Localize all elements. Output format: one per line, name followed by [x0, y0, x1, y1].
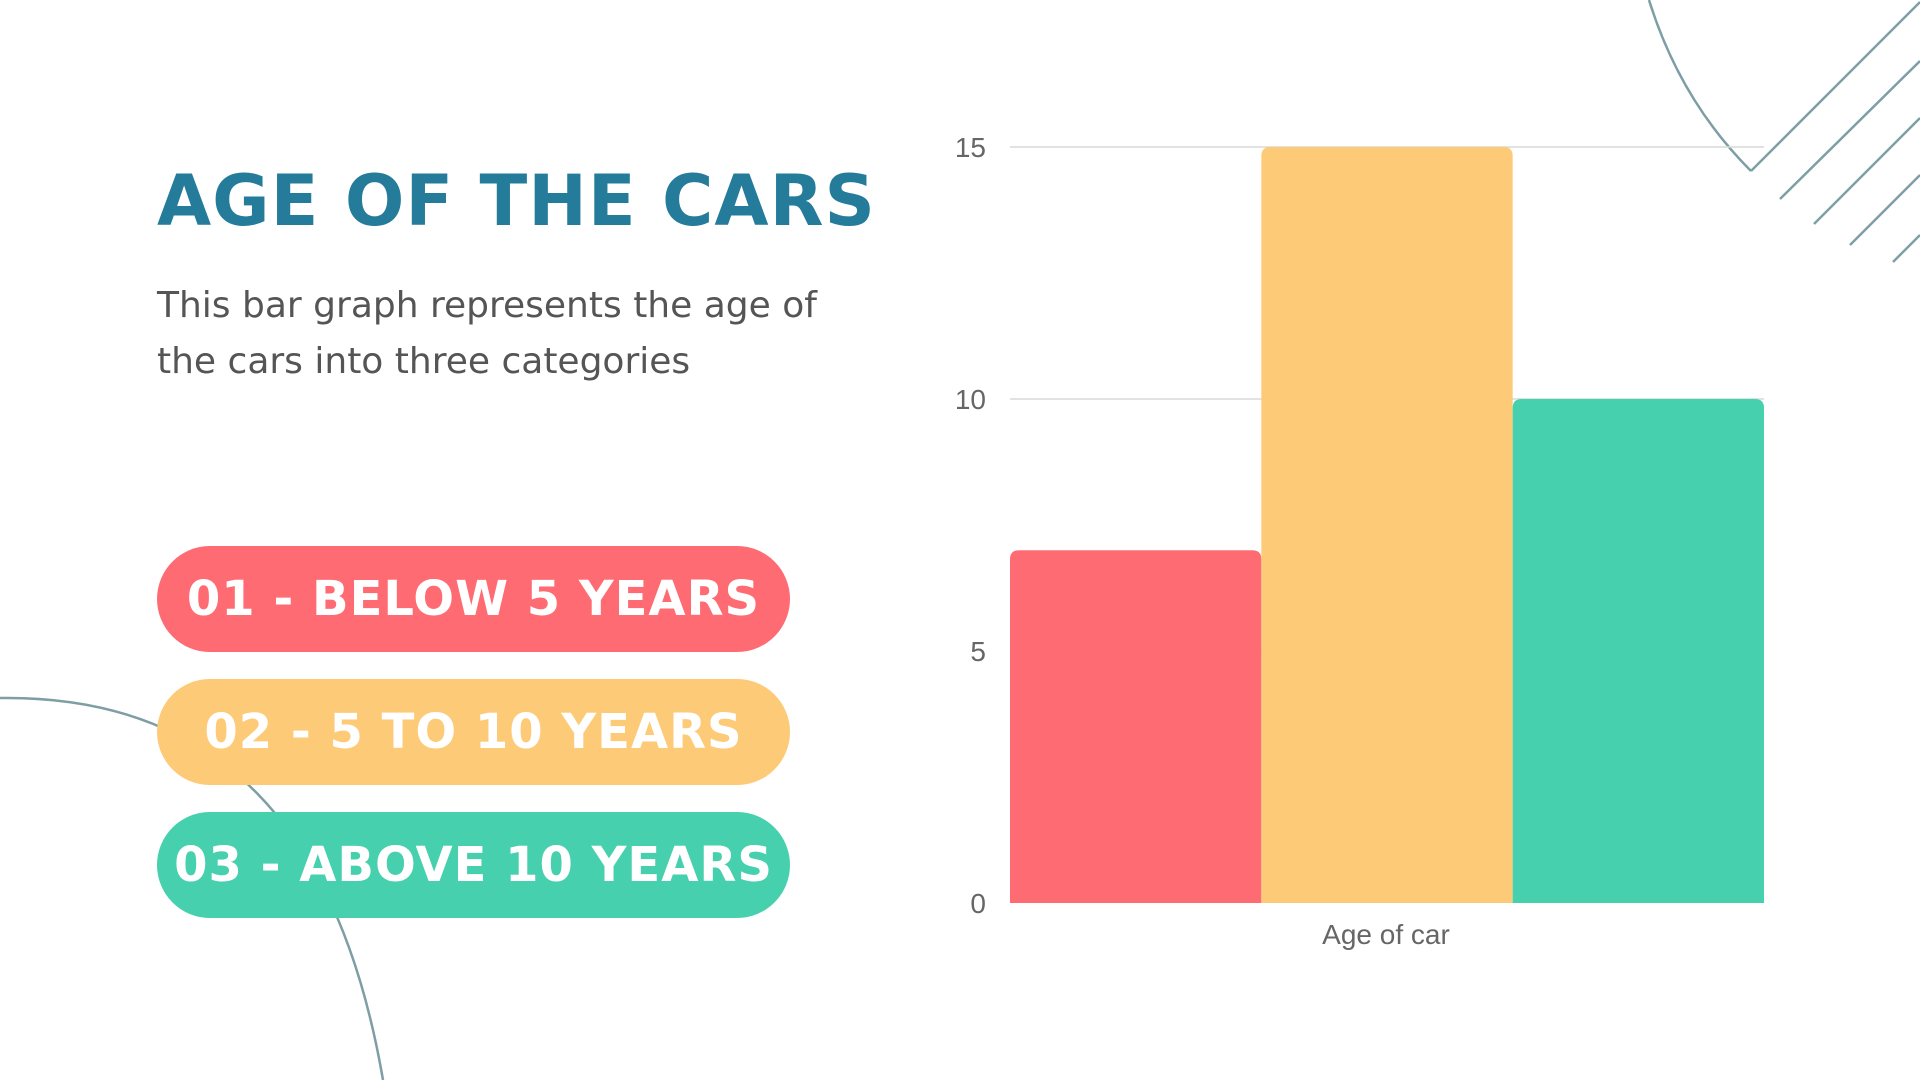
decor-line — [1849, 174, 1920, 246]
y-tick-label: 0 — [970, 888, 986, 919]
legend-pill-5-to-10: 02 - 5 TO 10 YEARS — [157, 679, 790, 785]
bar-1 — [1010, 550, 1262, 903]
bar-3 — [1512, 399, 1764, 903]
decor-arc-top-right — [1647, 0, 1752, 172]
decor-line — [1892, 234, 1920, 263]
decor-line — [1813, 117, 1920, 225]
decor-line — [1750, 1, 1920, 172]
page-subtitle: This bar graph represents the age of the… — [157, 285, 817, 382]
y-tick-label: 5 — [970, 636, 986, 667]
y-tick-label: 15 — [955, 132, 986, 163]
legend-pill-above-10: 03 - ABOVE 10 YEARS — [157, 812, 790, 918]
chart-bars — [1010, 147, 1764, 903]
x-category-label: Age of car — [1322, 919, 1450, 950]
bar-2 — [1261, 147, 1513, 903]
decor-line — [1779, 60, 1920, 200]
legend-pill-below-5: 01 - BELOW 5 YEARS — [157, 546, 790, 652]
page-title: AGE OF THE CARS — [157, 160, 876, 242]
y-tick-label: 10 — [955, 384, 986, 415]
decor-arc-bottom-left — [0, 696, 385, 1080]
chart-y-ticks: 0 5 10 15 — [955, 132, 986, 919]
